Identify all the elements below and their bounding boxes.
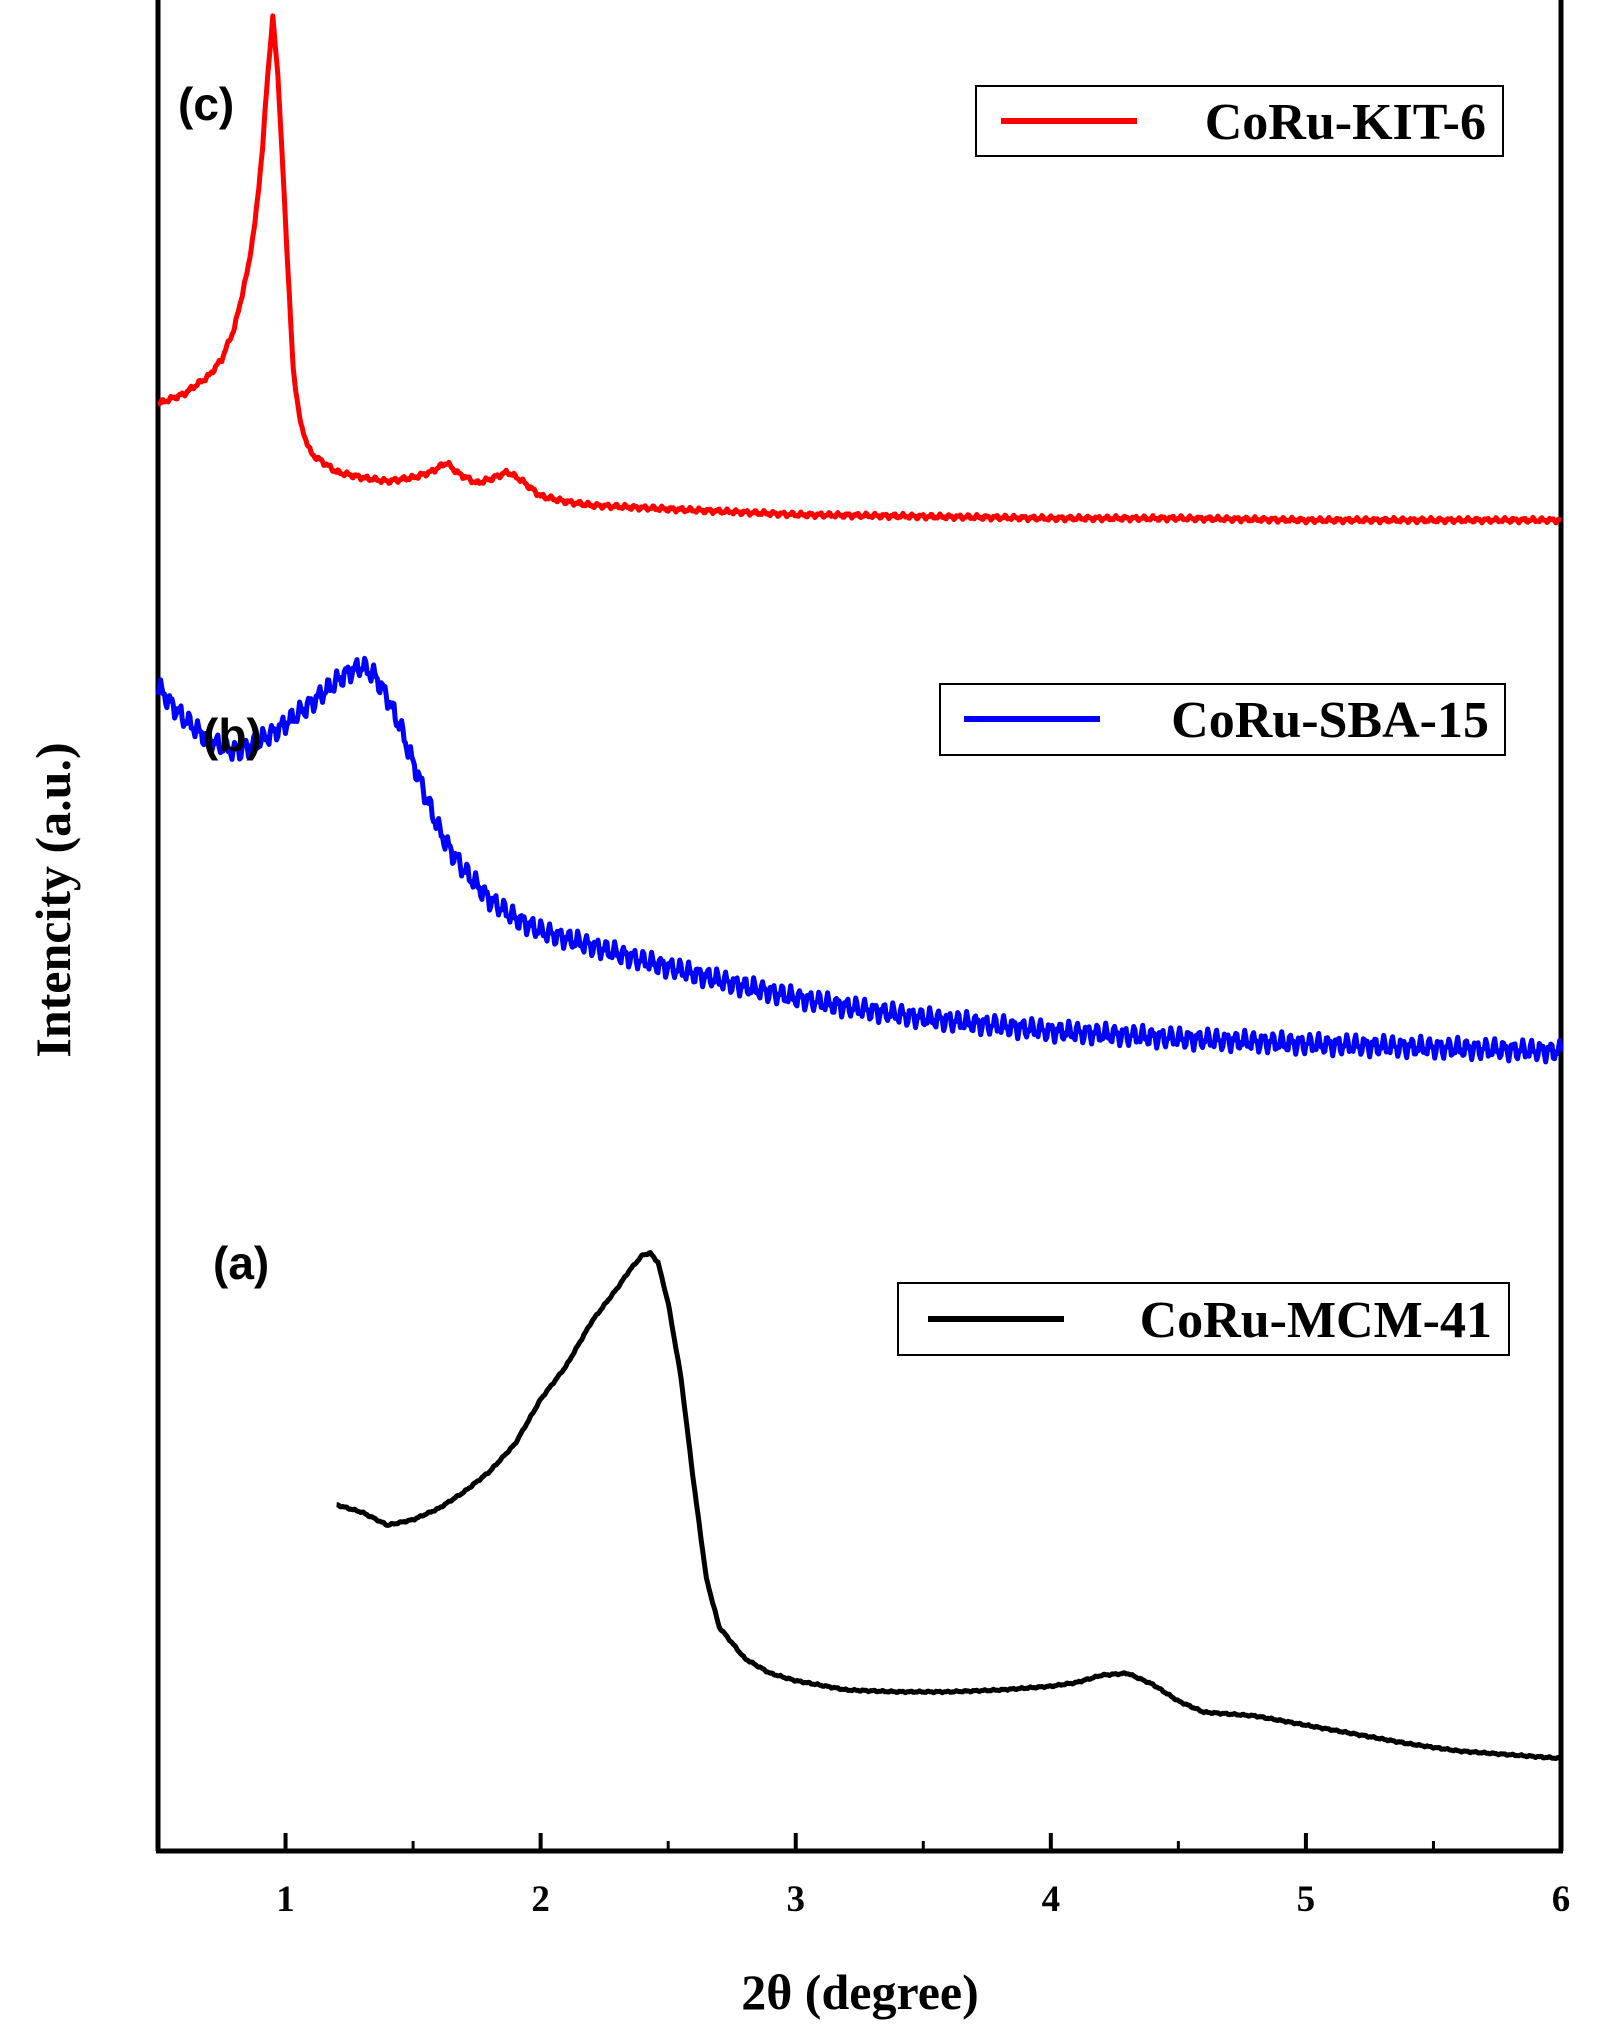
series-lines: [155, 13, 1564, 1761]
x-tick-labels: 1 2 3 4 5 6: [276, 1879, 1570, 1920]
series-line-sba-15: [155, 655, 1564, 1065]
series-line-kit-6: [156, 13, 1563, 526]
x-ticks: [283, 1833, 1563, 1851]
series-line-mcm-41: [335, 1250, 1563, 1761]
y-axis-title: Intencity (a.u.): [25, 742, 81, 1057]
legend-coru-kit-6: CoRu-KIT-6: [975, 85, 1504, 157]
x-tick-label-3: 3: [786, 1879, 805, 1920]
legend-label-mcm-41: CoRu-MCM-41: [1140, 1292, 1492, 1349]
x-tick-label-6: 6: [1552, 1879, 1571, 1920]
x-tick-label-1: 1: [276, 1879, 295, 1920]
legend-coru-mcm-41: CoRu-MCM-41: [897, 1282, 1510, 1356]
x-axis-title: 2θ (degree): [741, 1964, 979, 2020]
legend-label-kit-6: CoRu-KIT-6: [1205, 94, 1486, 151]
x-tick-label-2: 2: [531, 1879, 550, 1920]
panel-label-c: (c): [178, 78, 234, 130]
panel-label-a: (a): [213, 1237, 269, 1289]
legend-label-sba-15: CoRu-SBA-15: [1171, 692, 1489, 749]
panel-label-b: (b): [203, 709, 262, 761]
x-tick-label-5: 5: [1297, 1879, 1316, 1920]
x-tick-label-4: 4: [1042, 1879, 1061, 1920]
legend-coru-sba-15: CoRu-SBA-15: [939, 683, 1506, 756]
